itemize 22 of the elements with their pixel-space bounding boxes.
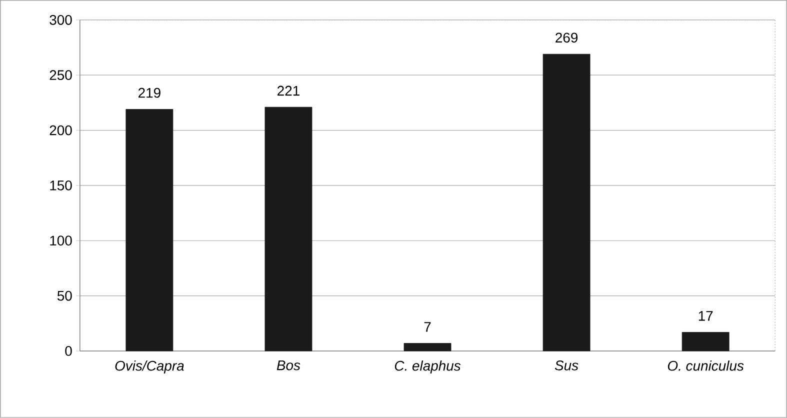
data-label: 7 bbox=[424, 322, 431, 332]
bar bbox=[264, 106, 312, 352]
bar bbox=[682, 332, 730, 352]
y-tick-label: 150 bbox=[50, 180, 72, 190]
data-label: 269 bbox=[556, 32, 578, 43]
data-label: 221 bbox=[278, 86, 300, 96]
data-label: 17 bbox=[698, 311, 713, 321]
bar bbox=[404, 343, 452, 352]
bar bbox=[126, 109, 174, 352]
y-tick-label: 300 bbox=[50, 15, 72, 25]
x-tick-label: Ovis/Capra bbox=[115, 360, 184, 374]
y-tick-label: 0 bbox=[65, 346, 72, 356]
y-tick-label: 250 bbox=[50, 70, 72, 80]
data-label: 219 bbox=[138, 88, 160, 98]
y-tick-label: 50 bbox=[57, 290, 72, 301]
x-tick-label: Sus bbox=[554, 360, 578, 370]
y-tick-label: 200 bbox=[50, 125, 72, 136]
y-tick-label: 100 bbox=[50, 236, 72, 246]
bar bbox=[542, 54, 590, 352]
x-tick-label: O. cuniculus bbox=[668, 360, 744, 371]
x-tick-label: Bos bbox=[276, 360, 300, 370]
x-tick-label: C. elaphus bbox=[394, 360, 461, 374]
